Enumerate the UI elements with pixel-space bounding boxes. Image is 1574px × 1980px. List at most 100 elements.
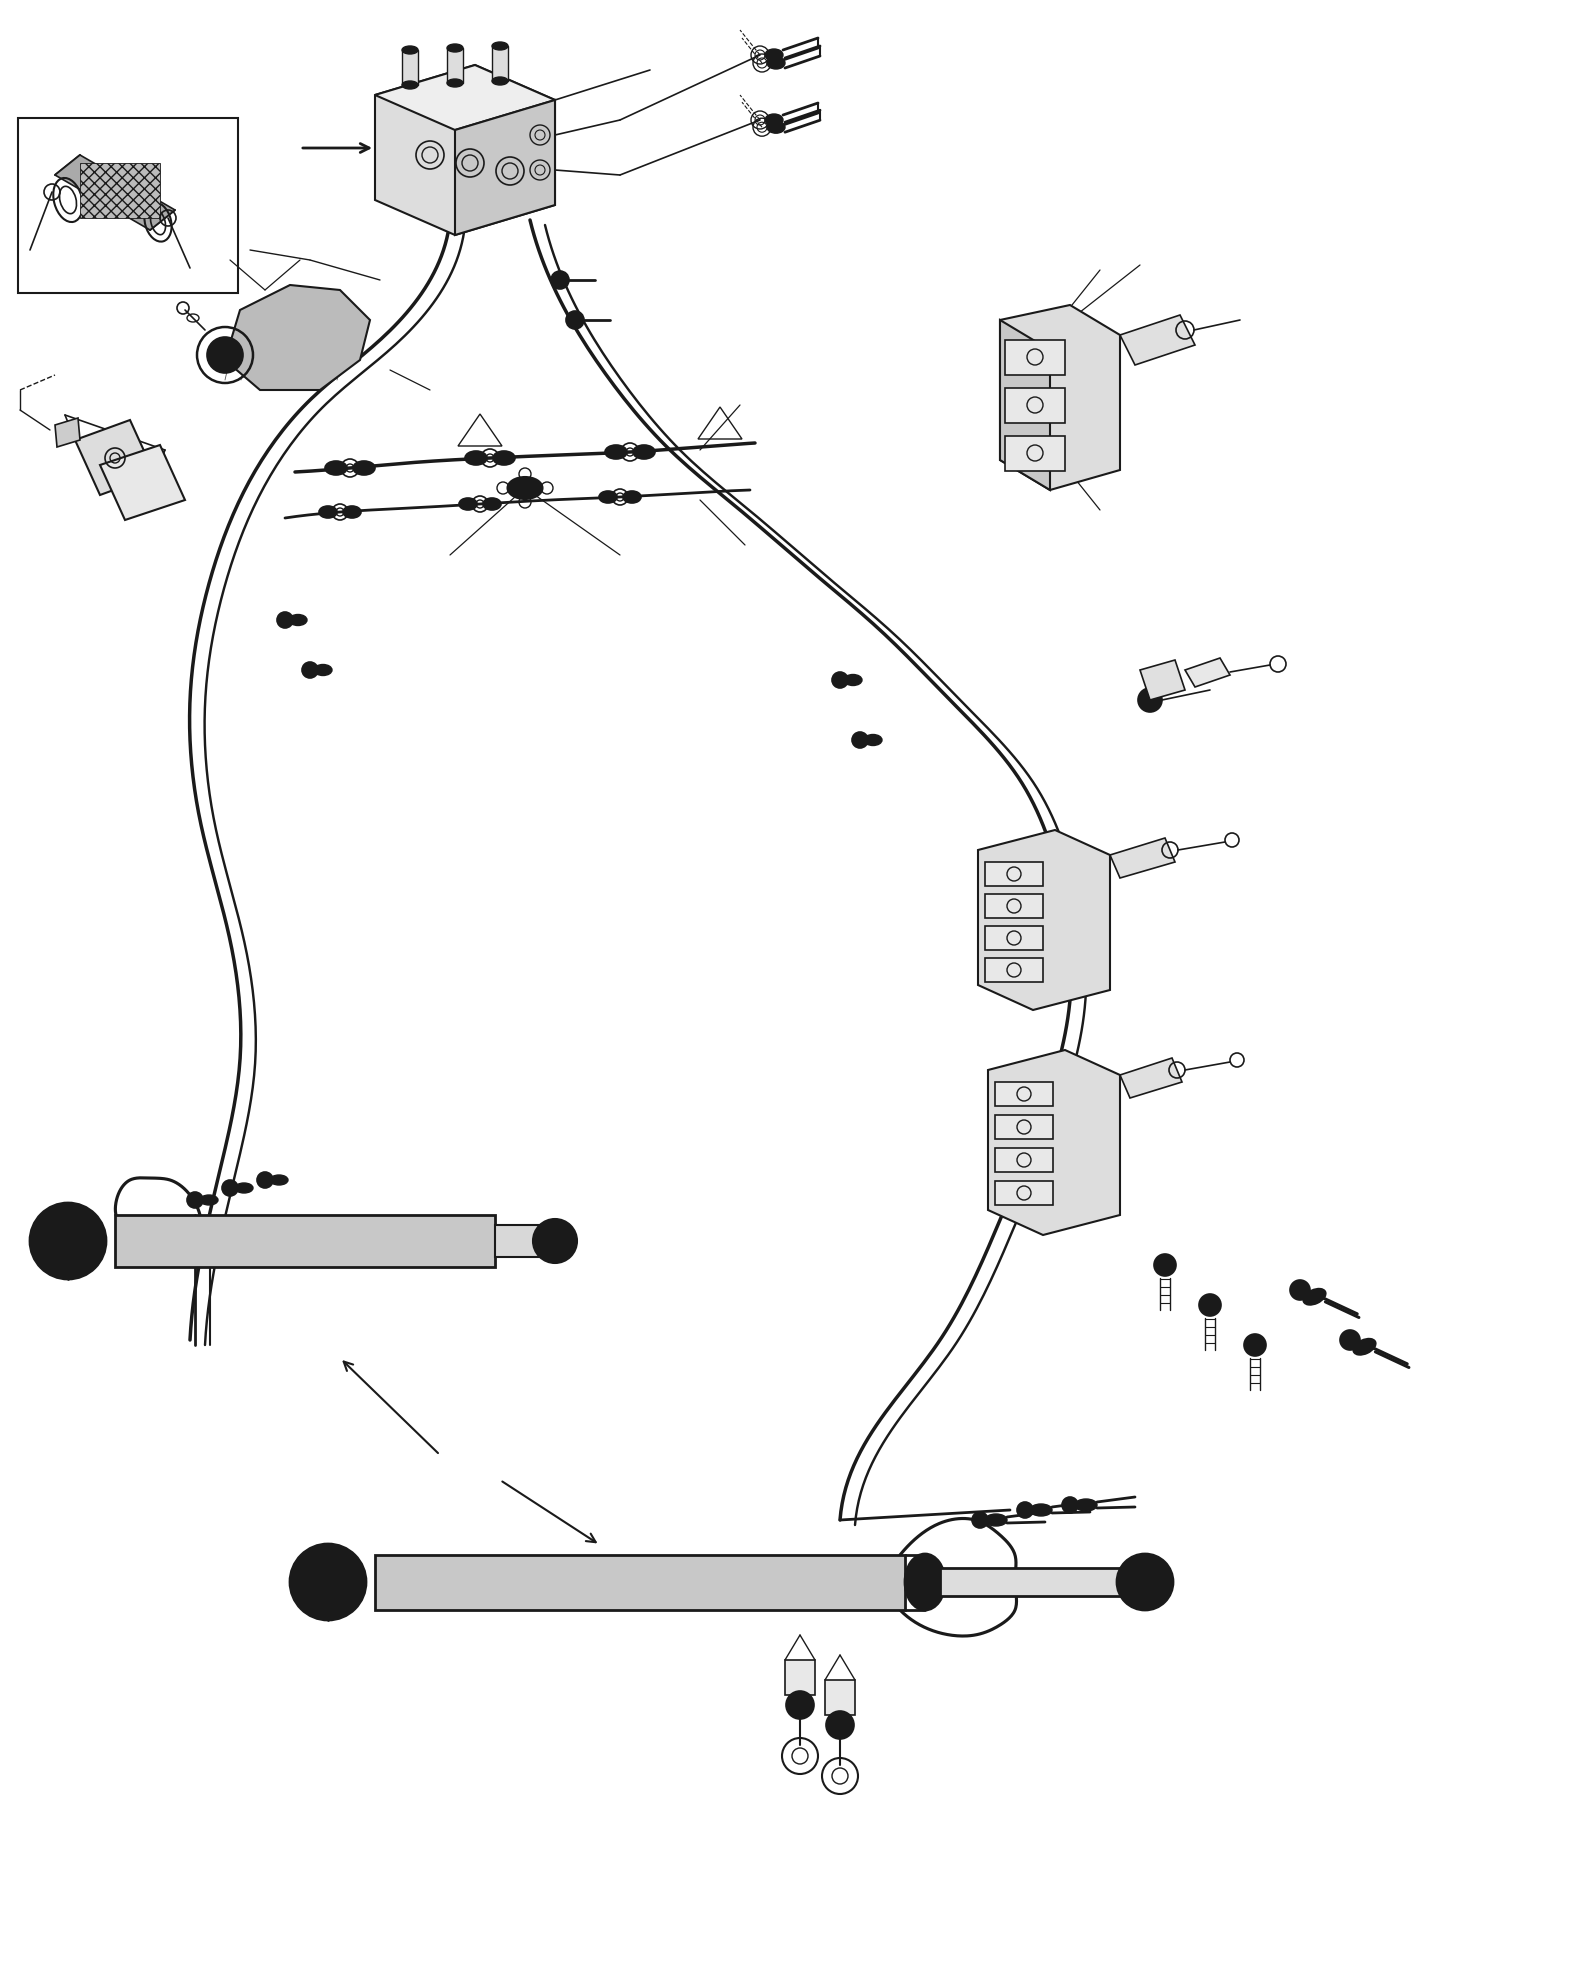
Circle shape xyxy=(567,311,584,329)
Bar xyxy=(17,119,238,293)
Ellipse shape xyxy=(905,1554,944,1610)
Ellipse shape xyxy=(271,1174,288,1184)
Polygon shape xyxy=(55,154,175,230)
Circle shape xyxy=(290,1544,367,1620)
Ellipse shape xyxy=(493,77,508,85)
Polygon shape xyxy=(1121,315,1195,364)
Circle shape xyxy=(852,733,867,748)
Polygon shape xyxy=(988,1049,1121,1236)
Polygon shape xyxy=(76,420,154,495)
Circle shape xyxy=(826,1711,855,1738)
Ellipse shape xyxy=(235,1182,253,1194)
Bar xyxy=(80,162,161,218)
Bar xyxy=(995,1148,1053,1172)
Circle shape xyxy=(277,612,293,628)
Polygon shape xyxy=(1110,838,1176,877)
Circle shape xyxy=(833,671,848,687)
Ellipse shape xyxy=(401,46,419,53)
Ellipse shape xyxy=(600,491,617,503)
Ellipse shape xyxy=(464,451,486,465)
Polygon shape xyxy=(375,65,556,236)
Circle shape xyxy=(1339,1331,1360,1350)
Ellipse shape xyxy=(765,115,782,127)
Ellipse shape xyxy=(447,44,463,51)
Ellipse shape xyxy=(767,57,785,69)
Ellipse shape xyxy=(864,735,881,746)
Bar xyxy=(985,958,1044,982)
Bar xyxy=(375,1554,905,1610)
Ellipse shape xyxy=(1075,1499,1097,1511)
Bar xyxy=(494,1226,549,1257)
Circle shape xyxy=(222,1180,238,1196)
Ellipse shape xyxy=(401,81,419,89)
Ellipse shape xyxy=(493,42,508,50)
Bar xyxy=(401,50,419,85)
Ellipse shape xyxy=(1303,1289,1325,1305)
Circle shape xyxy=(1243,1335,1265,1356)
Polygon shape xyxy=(977,830,1110,1010)
Ellipse shape xyxy=(324,461,346,475)
Polygon shape xyxy=(225,285,370,390)
Ellipse shape xyxy=(313,665,332,675)
Ellipse shape xyxy=(483,499,501,511)
Ellipse shape xyxy=(290,614,307,626)
Circle shape xyxy=(973,1513,988,1529)
Circle shape xyxy=(1138,687,1162,713)
Ellipse shape xyxy=(1354,1338,1376,1354)
Circle shape xyxy=(551,271,568,289)
Bar xyxy=(1006,341,1066,374)
Polygon shape xyxy=(999,305,1121,489)
Polygon shape xyxy=(101,446,186,521)
Polygon shape xyxy=(1185,657,1229,687)
Ellipse shape xyxy=(844,675,863,685)
Circle shape xyxy=(208,337,242,372)
Ellipse shape xyxy=(515,481,537,495)
Circle shape xyxy=(257,1172,272,1188)
Bar xyxy=(940,1568,1140,1596)
Bar xyxy=(985,927,1044,950)
Ellipse shape xyxy=(623,491,641,503)
Ellipse shape xyxy=(985,1515,1007,1527)
Circle shape xyxy=(1154,1253,1176,1275)
Circle shape xyxy=(1062,1497,1078,1513)
Ellipse shape xyxy=(765,50,782,61)
Bar xyxy=(785,1659,815,1695)
Circle shape xyxy=(1118,1554,1173,1610)
Circle shape xyxy=(1017,1503,1033,1519)
Circle shape xyxy=(187,1192,203,1208)
Circle shape xyxy=(785,1691,814,1719)
Ellipse shape xyxy=(447,79,463,87)
Circle shape xyxy=(302,661,318,677)
Bar xyxy=(1006,436,1066,471)
Ellipse shape xyxy=(460,499,477,511)
Polygon shape xyxy=(1140,659,1185,701)
Ellipse shape xyxy=(343,507,360,519)
Ellipse shape xyxy=(200,1196,219,1206)
Circle shape xyxy=(46,1220,90,1263)
Ellipse shape xyxy=(507,477,543,499)
Polygon shape xyxy=(999,321,1050,489)
Polygon shape xyxy=(1121,1057,1182,1099)
Bar xyxy=(985,861,1044,885)
Circle shape xyxy=(1291,1279,1310,1301)
Ellipse shape xyxy=(1029,1505,1051,1517)
Ellipse shape xyxy=(353,461,375,475)
Ellipse shape xyxy=(767,121,785,133)
Ellipse shape xyxy=(493,451,515,465)
Circle shape xyxy=(534,1220,578,1263)
Polygon shape xyxy=(375,65,556,131)
Bar xyxy=(825,1679,855,1715)
Circle shape xyxy=(1199,1295,1221,1317)
Ellipse shape xyxy=(320,507,337,519)
Bar xyxy=(493,46,508,81)
Circle shape xyxy=(30,1204,105,1279)
Bar xyxy=(985,895,1044,919)
Bar xyxy=(447,48,463,83)
Bar xyxy=(1006,388,1066,424)
Circle shape xyxy=(305,1560,349,1604)
Ellipse shape xyxy=(604,446,626,459)
Polygon shape xyxy=(55,418,80,447)
Bar xyxy=(995,1180,1053,1206)
Bar xyxy=(995,1115,1053,1138)
Polygon shape xyxy=(455,101,556,236)
